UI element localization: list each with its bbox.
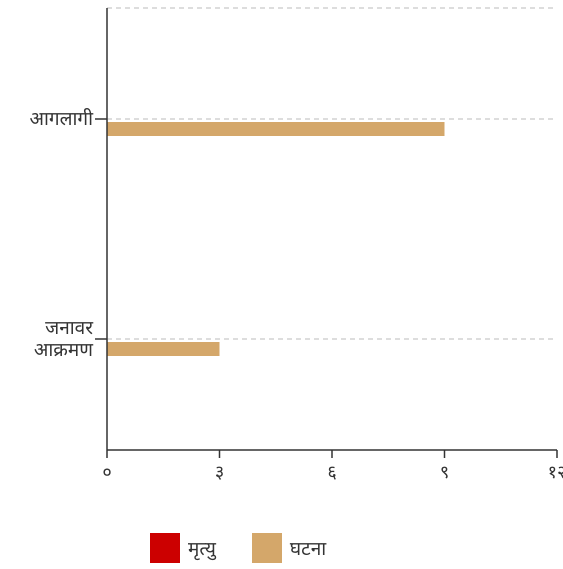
legend-swatch-incidents (251, 533, 282, 563)
legend: मृत्यु घटना (150, 533, 362, 563)
x-tick-label: ३ (215, 462, 224, 483)
grid-lines (107, 7, 557, 340)
legend-item-incidents: घटना (251, 533, 327, 563)
category-label: आगलागी (29, 107, 94, 130)
x-tick-label: ६ (327, 462, 336, 483)
legend-label-deaths: मृत्यु (188, 538, 216, 560)
x-tick-label: ० (102, 462, 111, 483)
legend-item-deaths: मृत्यु (150, 533, 216, 563)
bars (107, 122, 445, 356)
category-label: जनावर (45, 317, 94, 339)
legend-label-incidents: घटना (289, 538, 327, 560)
bar-incidents (107, 122, 445, 136)
x-axis-ticks: ० ३ ६ ९ १२ (102, 450, 563, 483)
axes (106, 8, 557, 451)
x-tick-label: ९ (440, 462, 449, 483)
x-tick-label: १२ (548, 462, 563, 483)
bar-incidents (107, 342, 220, 356)
category-label: आक्रमण (34, 339, 93, 361)
legend-swatch-deaths (150, 533, 180, 563)
